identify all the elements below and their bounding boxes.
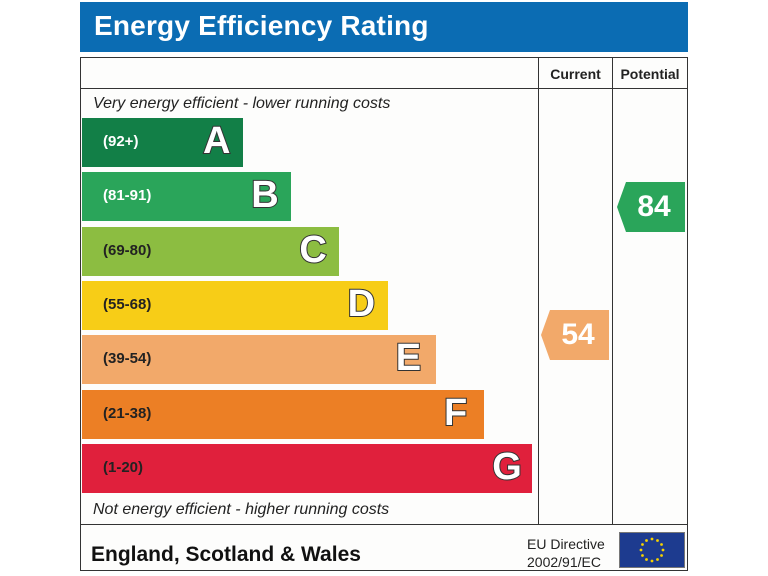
potential-rating-arrow: 84	[617, 182, 685, 233]
band-b: (81-91) B	[82, 172, 292, 222]
top-caption: Very energy efficient - lower running co…	[93, 95, 391, 112]
band-letter: G	[491, 445, 523, 489]
eu-star	[660, 554, 663, 557]
title-bar: Energy Efficiency Rating	[80, 2, 688, 52]
chart-title: Energy Efficiency Rating	[94, 10, 429, 41]
eu-star	[650, 559, 654, 563]
eu-star	[660, 543, 663, 546]
eu-star	[639, 548, 643, 552]
eu-directive: EU Directive 2002/91/EC	[527, 535, 605, 571]
eu-star	[650, 537, 654, 541]
band-a: (92+) A	[82, 118, 243, 167]
column-divider-current	[538, 58, 539, 524]
eu-star	[641, 554, 644, 557]
potential-arrow-shape	[617, 182, 685, 233]
band-range-label: (1-20)	[103, 458, 144, 476]
eu-star	[661, 548, 665, 552]
eu-star	[656, 558, 659, 561]
band-d: (55-68) D	[82, 280, 388, 330]
eu-directive-line1: EU Directive	[527, 536, 605, 552]
band-letter: A	[202, 119, 231, 163]
column-header-potential: Potential	[620, 66, 680, 82]
band-g: (1-20) G	[82, 443, 533, 493]
column-header-current: Current	[550, 66, 601, 82]
current-arrow-shape	[541, 310, 609, 361]
band-letter: D	[347, 282, 376, 326]
band-range-label: (39-54)	[103, 350, 152, 368]
band-letter: B	[250, 173, 279, 217]
eu-star	[656, 539, 659, 542]
eu-flag-icon	[619, 532, 685, 568]
band-range-label: (21-38)	[103, 404, 152, 422]
band-letter: C	[298, 228, 327, 272]
band-letter: F	[443, 391, 468, 435]
band-f: (21-38) F	[82, 389, 484, 439]
band-c: (69-80) C	[82, 226, 340, 276]
eu-stars	[639, 537, 665, 563]
bottom-caption: Not energy efficient - higher running co…	[93, 501, 390, 518]
eu-star	[641, 543, 644, 546]
eu-star	[645, 558, 648, 561]
current-rating-arrow: 54	[541, 310, 609, 361]
footer-row-divider	[81, 524, 687, 525]
band-range-label: (55-68)	[103, 295, 152, 313]
band-range-label: (81-91)	[103, 187, 152, 205]
eu-star	[645, 539, 648, 542]
band-letter: E	[395, 336, 422, 380]
band-range-label: (92+)	[103, 133, 139, 150]
eu-directive-line2: 2002/91/EC	[527, 554, 601, 570]
current-rating-value: 54	[561, 318, 595, 352]
column-divider-potential	[612, 58, 613, 524]
header-row-divider	[81, 88, 687, 89]
band-range-label: (69-80)	[103, 241, 152, 259]
band-e: (39-54) E	[82, 335, 436, 385]
rating-table: Current Potential Very energy efficient …	[80, 57, 688, 571]
potential-rating-value: 84	[637, 190, 671, 224]
footer-region: England, Scotland & Wales	[91, 543, 361, 566]
